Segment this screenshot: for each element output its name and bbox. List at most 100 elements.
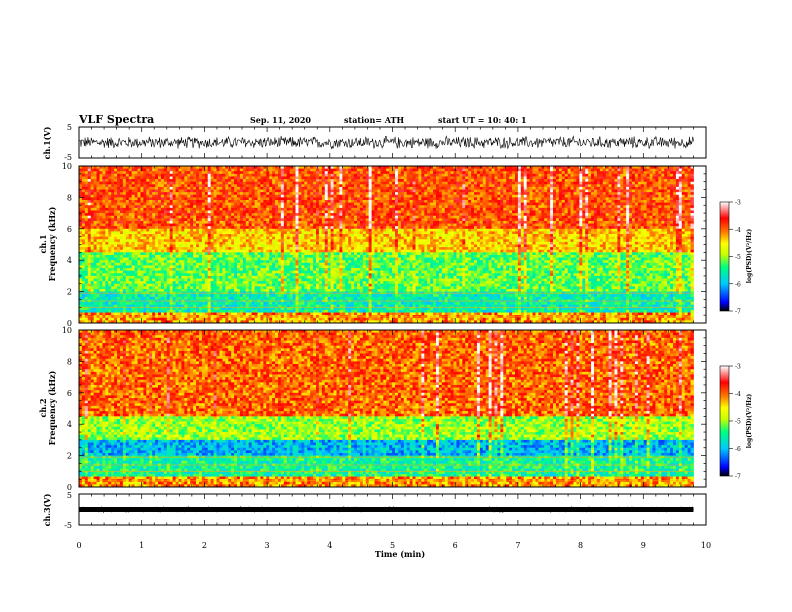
spectrogram-cell — [325, 184, 328, 187]
spectrogram-cell — [284, 176, 287, 179]
spectrogram-cell — [664, 179, 667, 182]
spectrogram-cell — [439, 169, 442, 172]
spectrogram-cell — [389, 176, 392, 179]
spectrogram-cell — [421, 171, 424, 174]
spectrogram-cell — [170, 182, 173, 185]
spectrogram-cell — [190, 182, 193, 185]
spectrogram-cell — [480, 184, 483, 187]
spectrogram-cell — [562, 169, 565, 172]
spectrogram-cell — [594, 169, 597, 172]
spectrogram-cell — [410, 174, 413, 177]
spectrogram-cell — [363, 171, 366, 174]
spectrogram-cell — [550, 176, 553, 179]
spectrogram-cell — [395, 176, 398, 179]
spectrogram-cell — [372, 182, 375, 185]
spectrogram-cell — [597, 171, 600, 174]
spectrogram-cell — [255, 174, 258, 177]
spectrogram-cell — [503, 169, 506, 172]
ch1wave-line — [79, 136, 694, 149]
spectrogram-cell — [208, 179, 211, 182]
spectrogram-cell — [512, 169, 515, 172]
spectrogram-cell — [471, 182, 474, 185]
spectrogram-cell — [94, 184, 97, 187]
spectrogram-cell — [386, 176, 389, 179]
spectrogram-cell — [260, 169, 263, 172]
spectrogram-cell — [348, 174, 351, 177]
spectrogram-cell — [319, 179, 322, 182]
spectrogram-cell — [287, 174, 290, 177]
spectrogram-cell — [316, 169, 319, 172]
spectrogram-cell — [638, 182, 641, 185]
spectrogram-cell — [404, 176, 407, 179]
spectrogram-cell — [342, 184, 345, 187]
spectrogram-cell — [178, 182, 181, 185]
spectrogram-cell — [462, 169, 465, 172]
spectrogram-cell — [219, 169, 222, 172]
spectrogram-cell — [140, 179, 143, 182]
spectrogram-cell — [176, 169, 179, 172]
spectrogram-cell — [108, 169, 111, 172]
spectrogram-cell — [176, 184, 179, 187]
spectrogram-cell — [661, 171, 664, 174]
spectrogram-cell — [670, 171, 673, 174]
spectrogram-cell — [357, 179, 360, 182]
spectrogram-cell — [123, 169, 126, 172]
spectrogram-cell — [152, 179, 155, 182]
spectrogram-cell — [319, 182, 322, 185]
spectrogram-cell — [650, 171, 653, 174]
spectrogram-cell — [369, 176, 372, 179]
spectrogram-cell — [591, 179, 594, 182]
spectrogram-cell — [407, 179, 410, 182]
spectrogram-cell — [114, 182, 117, 185]
spectrogram-cell — [170, 184, 173, 187]
spectrogram-cell — [573, 176, 576, 179]
spectrogram-cell — [670, 179, 673, 182]
spectrogram-cell — [609, 171, 612, 174]
spectrogram-cell — [246, 171, 249, 174]
spectrogram-cell — [120, 176, 123, 179]
spectrogram-cell — [377, 171, 380, 174]
spectrogram-cell — [126, 182, 129, 185]
spectrogram-cell — [465, 184, 468, 187]
spectrogram-cell — [395, 169, 398, 172]
ch1-waveform-trace — [79, 136, 694, 149]
spectrogram-cell — [202, 171, 205, 174]
spectrogram-cell — [85, 184, 88, 187]
spectrogram-cell — [298, 179, 301, 182]
spectrogram-cell — [568, 174, 571, 177]
spectrogram-cell — [152, 176, 155, 179]
spectrogram-cell — [205, 169, 208, 172]
spectrogram-cell — [298, 174, 301, 177]
spectrogram-cell — [102, 171, 105, 174]
spectrogram-cell — [316, 176, 319, 179]
spectrogram-cell — [664, 182, 667, 185]
spectrogram-cell — [190, 184, 193, 187]
spectrogram-cell — [474, 182, 477, 185]
spectrogram-cell — [550, 182, 553, 185]
spectrogram-cell — [208, 182, 211, 185]
spectrogram-cell — [506, 182, 509, 185]
spectrogram-cell — [456, 174, 459, 177]
spectrogram-cell — [617, 169, 620, 172]
spectrogram-cell — [448, 184, 451, 187]
spectrogram-cell — [553, 179, 556, 182]
spectrogram-cell — [465, 179, 468, 182]
spectrogram-cell — [342, 182, 345, 185]
spectrogram-cell — [351, 184, 354, 187]
spectrogram-cell — [375, 171, 378, 174]
spectrogram-cell — [553, 169, 556, 172]
spectrogram-cell — [638, 171, 641, 174]
spectrogram-cell — [243, 184, 246, 187]
spectrogram-cell — [284, 174, 287, 177]
spectrogram-cell — [117, 182, 120, 185]
spectrogram-cell — [296, 184, 299, 187]
spectrogram-cell — [658, 182, 661, 185]
spectrogram-cell — [468, 174, 471, 177]
spectrogram-cell — [451, 174, 454, 177]
spectrogram-cell — [307, 169, 310, 172]
spectrogram-cell — [342, 174, 345, 177]
spectrogram-cell — [392, 176, 395, 179]
spectrogram-cell — [389, 171, 392, 174]
spectrogram-cell — [418, 176, 421, 179]
spectrogram-cell — [439, 176, 442, 179]
